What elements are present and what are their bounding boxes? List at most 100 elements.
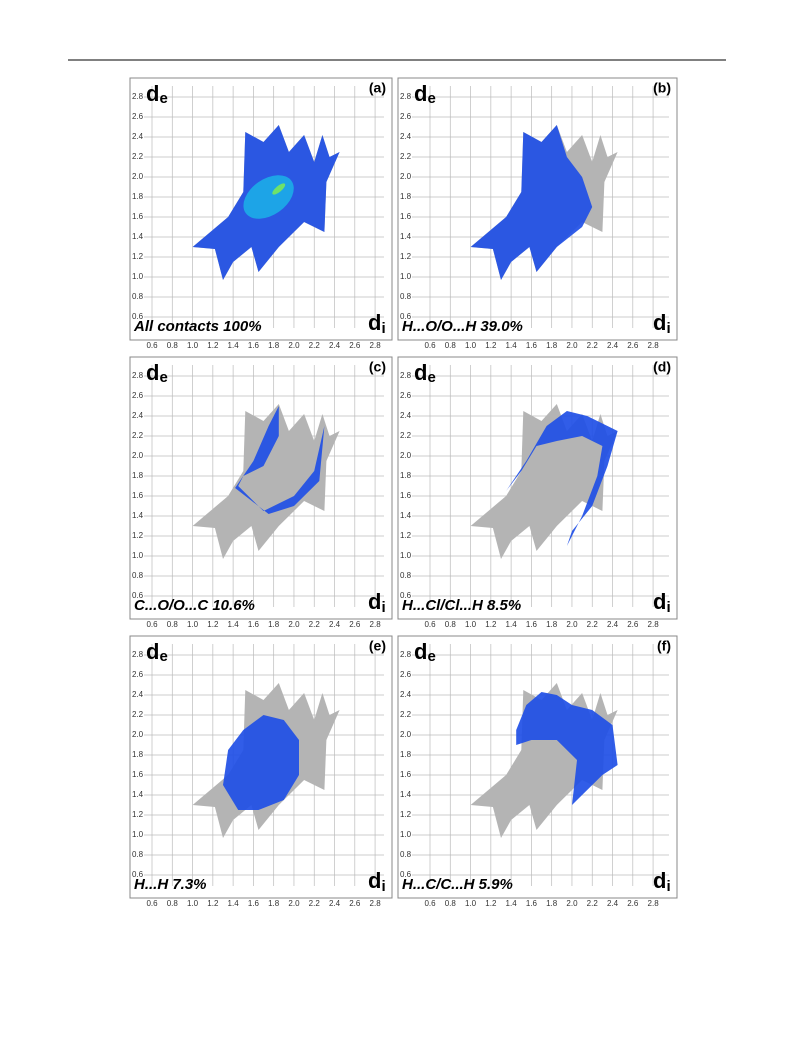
y-tick-label: 0.8 xyxy=(132,571,144,580)
y-tick-label: 0.8 xyxy=(132,850,144,859)
y-tick-label: 2.8 xyxy=(400,92,412,101)
y-tick-label: 2.0 xyxy=(400,730,412,739)
axis-letter: d xyxy=(414,360,427,385)
x-tick-label: 0.8 xyxy=(167,341,179,350)
y-tick-label: 1.0 xyxy=(132,551,144,560)
y-tick-label: 1.0 xyxy=(132,830,144,839)
y-tick-label: 1.4 xyxy=(400,232,412,241)
x-tick-label: 2.6 xyxy=(349,620,361,629)
y-tick-label: 0.8 xyxy=(400,850,412,859)
y-tick-label: 1.4 xyxy=(132,511,144,520)
x-tick-label: 1.0 xyxy=(187,620,199,629)
y-tick-label: 1.6 xyxy=(400,491,412,500)
y-tick-label: 2.2 xyxy=(132,710,144,719)
x-tick-label: 1.2 xyxy=(485,341,497,350)
blue-cloud xyxy=(235,406,325,514)
gray-cloud xyxy=(192,404,340,559)
y-tick-label: 1.2 xyxy=(132,531,144,540)
x-tick-label: 2.0 xyxy=(566,341,578,350)
y-tick-label: 2.6 xyxy=(400,670,412,679)
axis-letter: d xyxy=(414,639,427,664)
x-axis-label: di xyxy=(368,310,386,337)
y-tick-label: 2.8 xyxy=(400,650,412,659)
y-tick-label: 2.8 xyxy=(132,371,144,380)
x-tick-label: 1.4 xyxy=(506,899,518,908)
y-tick-label: 2.4 xyxy=(400,132,412,141)
panel-label: (c) xyxy=(369,359,386,375)
x-tick-label: 1.0 xyxy=(465,620,477,629)
x-tick-label: 2.8 xyxy=(370,620,382,629)
x-tick-label: 2.8 xyxy=(370,899,382,908)
x-tick-label: 1.4 xyxy=(506,341,518,350)
y-tick-label: 2.4 xyxy=(132,690,144,699)
x-tick-label: 0.6 xyxy=(146,620,158,629)
x-axis-label: di xyxy=(653,310,671,337)
x-tick-label: 2.8 xyxy=(370,341,382,350)
axis-subscript: e xyxy=(427,648,435,665)
y-tick-label: 1.8 xyxy=(132,471,144,480)
y-tick-label: 1.4 xyxy=(400,790,412,799)
x-tick-label: 2.2 xyxy=(587,899,599,908)
x-tick-label: 2.0 xyxy=(288,341,300,350)
y-tick-label: 1.2 xyxy=(132,810,144,819)
panel-caption: H...C/C...H 5.9% xyxy=(402,876,513,893)
y-tick-label: 2.0 xyxy=(132,451,144,460)
blue-cloud xyxy=(516,692,618,805)
panel: 0.6 0.6 0.8 0.8 1.0 1.0 1.2 1.2 1.4 1.4 1.6 1.6 1.8 1… xyxy=(129,635,393,908)
y-tick-label: 1.6 xyxy=(132,212,144,221)
y-tick-label: 2.6 xyxy=(132,670,144,679)
y-tick-label: 2.6 xyxy=(400,391,412,400)
axis-subscript: e xyxy=(159,648,167,665)
blue-cloud xyxy=(506,411,618,546)
x-axis-label: di xyxy=(368,868,386,895)
y-tick-label: 2.0 xyxy=(132,730,144,739)
panel-caption: H...Cl/Cl...H 8.5% xyxy=(402,597,521,614)
x-tick-label: 2.4 xyxy=(607,899,619,908)
y-tick-label: 2.4 xyxy=(132,132,144,141)
y-tick-label: 2.6 xyxy=(132,112,144,121)
y-tick-label: 2.0 xyxy=(132,172,144,181)
x-tick-label: 2.6 xyxy=(349,899,361,908)
panel-caption: C...O/O...C 10.6% xyxy=(134,597,255,614)
x-axis-label: di xyxy=(368,589,386,616)
x-tick-label: 1.2 xyxy=(207,341,219,350)
x-tick-label: 1.0 xyxy=(465,899,477,908)
x-tick-label: 1.8 xyxy=(546,341,558,350)
axis-letter: d xyxy=(653,310,666,335)
y-tick-label: 1.2 xyxy=(400,531,412,540)
y-tick-label: 2.8 xyxy=(400,371,412,380)
x-tick-label: 2.0 xyxy=(288,899,300,908)
y-tick-label: 2.2 xyxy=(132,431,144,440)
x-tick-label: 2.6 xyxy=(627,341,639,350)
y-tick-label: 0.6 xyxy=(132,870,144,879)
x-tick-label: 2.0 xyxy=(566,620,578,629)
y-tick-label: 2.2 xyxy=(132,152,144,161)
panel-caption: All contacts 100% xyxy=(133,318,262,335)
density-peak xyxy=(272,183,286,195)
axis-subscript: e xyxy=(159,90,167,107)
x-tick-label: 2.4 xyxy=(329,341,341,350)
y-axis-label: de xyxy=(414,81,436,107)
axis-subscript: e xyxy=(427,369,435,386)
panel-label: (f) xyxy=(657,638,671,654)
x-tick-label: 2.8 xyxy=(648,341,660,350)
axis-letter: d xyxy=(146,360,159,385)
y-tick-label: 2.4 xyxy=(400,411,412,420)
x-tick-label: 2.2 xyxy=(587,620,599,629)
x-tick-label: 2.2 xyxy=(309,341,321,350)
x-tick-label: 0.6 xyxy=(424,620,436,629)
axis-subscript: i xyxy=(381,599,385,616)
panel: 0.6 0.6 0.8 0.8 1.0 1.0 1.2 1.2 1.4 1.4 1.6 1.6 1.8 1… xyxy=(397,356,678,629)
x-tick-label: 2.0 xyxy=(288,620,300,629)
x-tick-label: 2.6 xyxy=(627,620,639,629)
x-tick-label: 1.4 xyxy=(506,620,518,629)
y-tick-label: 1.2 xyxy=(400,810,412,819)
y-tick-label: 1.8 xyxy=(132,192,144,201)
y-axis-label: de xyxy=(414,360,436,386)
axis-subscript: e xyxy=(159,369,167,386)
x-tick-label: 1.6 xyxy=(526,899,538,908)
x-tick-label: 1.6 xyxy=(248,899,260,908)
y-tick-label: 2.2 xyxy=(400,710,412,719)
axis-letter: d xyxy=(653,589,666,614)
